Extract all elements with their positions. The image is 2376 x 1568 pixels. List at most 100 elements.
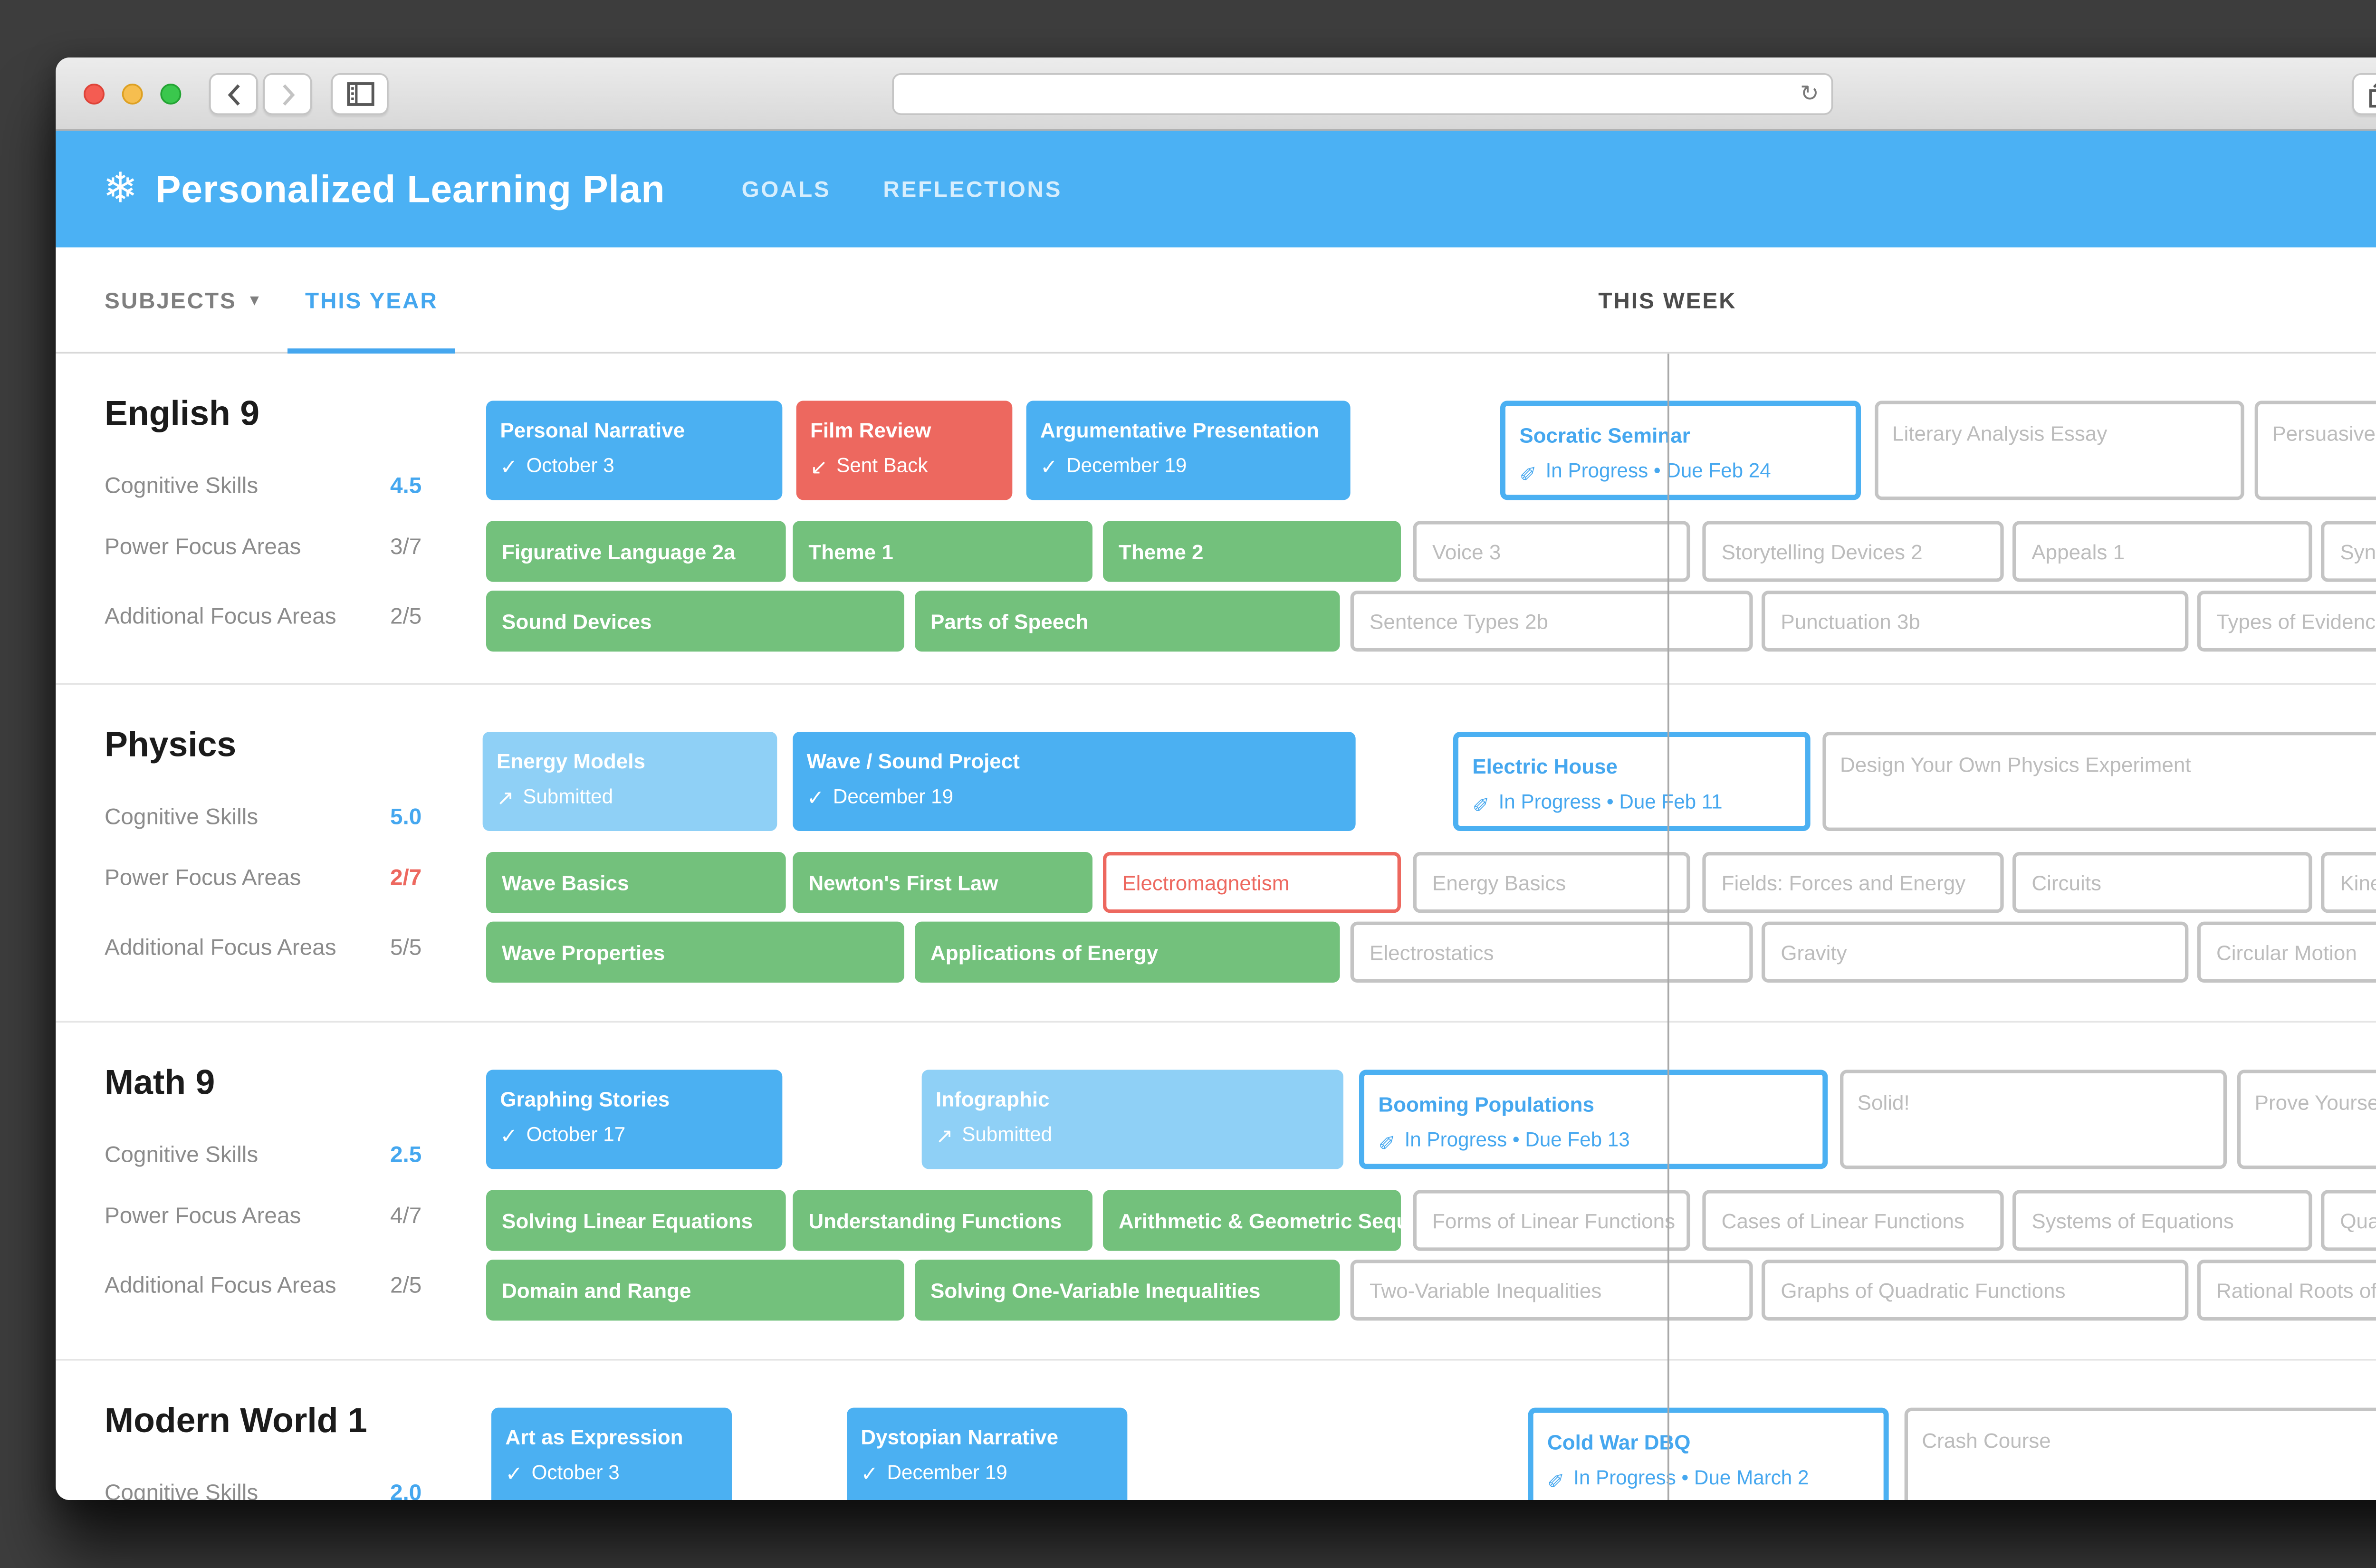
card-systems-of-equations[interactable]: Systems of Equations <box>2012 1190 2312 1251</box>
nav-reflections[interactable]: REFLECTIONS <box>883 176 1063 202</box>
app-header: ❄ Personalized Learning Plan GOALS REFLE… <box>56 131 2376 248</box>
card-status-text: December 19 <box>833 787 954 809</box>
card-figurative-language-2a[interactable]: Figurative Language 2a <box>486 521 786 582</box>
metric-label: Power Focus Areas <box>105 864 301 890</box>
card-parts-of-speech[interactable]: Parts of Speech <box>915 591 1340 652</box>
forward-button[interactable] <box>263 73 312 115</box>
card-gravity[interactable]: Gravity <box>1762 921 2189 983</box>
card-rational-roots-of-quadratics[interactable]: Rational Roots of Quadratics <box>2197 1260 2376 1321</box>
back-button[interactable] <box>209 73 258 115</box>
card-appeals-1[interactable]: Appeals 1 <box>2012 521 2312 582</box>
card-theme-2[interactable]: Theme 2 <box>1103 521 1401 582</box>
card-wave-basics[interactable]: Wave Basics <box>486 852 786 913</box>
card-solving-linear-equations[interactable]: Solving Linear Equations <box>486 1190 786 1251</box>
card-title: Personal Narrative <box>500 418 685 443</box>
card-design-your-own-physics-experiment[interactable]: Design Your Own Physics Experiment <box>1822 732 2376 831</box>
card-quadratic-expressions[interactable]: Quadratic Expressions <box>2321 1190 2376 1251</box>
metric-additional-focus-areas: Additional Focus Areas 5/5 <box>105 934 422 960</box>
card-electromagnetism[interactable]: Electromagnetism <box>1103 852 1401 913</box>
card-booming-populations[interactable]: Booming Populations ✎ In Progress • Due Fe… <box>1359 1070 1828 1169</box>
card-wave-sound-project[interactable]: Wave / Sound Project ✓ December 19 <box>793 732 1356 831</box>
card-sound-devices[interactable]: Sound Devices <box>486 591 904 652</box>
tab-this-year[interactable]: THIS YEAR <box>287 248 456 354</box>
card-solving-one-variable-inequalities[interactable]: Solving One-Variable Inequalities <box>915 1260 1340 1321</box>
card-theme-1[interactable]: Theme 1 <box>793 521 1092 582</box>
card-wave-properties[interactable]: Wave Properties <box>486 921 904 983</box>
card-literary-analysis-essay[interactable]: Literary Analysis Essay <box>1875 401 2244 500</box>
card-newton-s-first-law[interactable]: Newton's First Law <box>793 852 1092 913</box>
card-personal-narrative[interactable]: Personal Narrative ✓ October 3 <box>486 401 783 500</box>
sidebar-toggle-button[interactable] <box>331 73 389 115</box>
card-circular-motion[interactable]: Circular Motion <box>2197 921 2376 983</box>
card-forms-of-linear-functions[interactable]: Forms of Linear Functions <box>1413 1190 1690 1251</box>
check-icon: ✓ <box>500 1124 518 1148</box>
refresh-icon[interactable]: ↻ <box>1800 80 1819 106</box>
card-title: Argumentative Presentation <box>1040 418 1319 443</box>
subjects-dropdown[interactable]: SUBJECTS ▾ <box>105 248 260 352</box>
view-tabs: SUBJECTS ▾ THIS YEAR THIS WEEK <box>56 247 2376 354</box>
nav-goals[interactable]: GOALS <box>741 176 831 202</box>
metric-value: 5.0 <box>390 803 422 830</box>
card-title: Persuasive Speech <box>2272 421 2376 446</box>
card-voice-3[interactable]: Voice 3 <box>1413 521 1690 582</box>
card-cold-war-dbq[interactable]: Cold War DBQ ✎ In Progress • Due March 2 <box>1528 1407 1889 1500</box>
metric-label: Additional Focus Areas <box>105 934 336 960</box>
card-kinematics[interactable]: Kinematics <box>2321 852 2376 913</box>
card-fields-forces-and-energy[interactable]: Fields: Forces and Energy <box>1702 852 2004 913</box>
tab-this-week[interactable]: THIS WEEK <box>1598 287 1737 313</box>
address-bar[interactable]: ↻ <box>892 73 1833 115</box>
card-status: ↗ Submitted <box>483 774 777 808</box>
card-two-variable-inequalities[interactable]: Two-Variable Inequalities <box>1350 1260 1753 1321</box>
card-title: Energy Models <box>497 749 645 774</box>
card-electrostatics[interactable]: Electrostatics <box>1350 921 1753 983</box>
card-title: Cold War DBQ <box>1547 1430 1691 1455</box>
card-storytelling-devices-2[interactable]: Storytelling Devices 2 <box>1702 521 2004 582</box>
window-close-button[interactable] <box>84 84 105 105</box>
card-sentence-types-2b[interactable]: Sentence Types 2b <box>1350 591 1753 652</box>
card-energy-models[interactable]: Energy Models ↗ Submitted <box>482 732 777 831</box>
card-persuasive-speech[interactable]: Persuasive Speech <box>2254 401 2376 500</box>
card-art-as-expression[interactable]: Art as Expression ✓ October 3 <box>491 1407 732 1500</box>
card-types-of-evidence[interactable]: Types of Evidence <box>2197 591 2376 652</box>
card-status: ✎ In Progress • Due Feb 24 <box>1505 448 1856 484</box>
card-cases-of-linear-functions[interactable]: Cases of Linear Functions <box>1702 1190 2004 1251</box>
card-prove-yourself[interactable]: Prove Yourself <box>2237 1070 2376 1169</box>
check-icon: ✓ <box>1040 455 1058 479</box>
card-socratic-seminar[interactable]: Socratic Seminar ✎ In Progress • Due Feb 2… <box>1500 401 1861 500</box>
window-minimize-button[interactable] <box>122 84 143 105</box>
card-status-text: In Progress • Due March 2 <box>1573 1469 1809 1490</box>
card-electric-house[interactable]: Electric House ✎ In Progress • Due Feb 11 <box>1453 732 1811 831</box>
metric-power-focus-areas: Power Focus Areas 4/7 <box>105 1202 422 1228</box>
metric-label: Cognitive Skills <box>105 1141 259 1167</box>
card-applications-of-energy[interactable]: Applications of Energy <box>915 921 1340 983</box>
sent-back-icon: ↙ <box>810 455 828 479</box>
card-punctuation-3b[interactable]: Punctuation 3b <box>1762 591 2189 652</box>
card-title: Socratic Seminar <box>1519 423 1690 448</box>
card-solid[interactable]: Solid! <box>1840 1070 2227 1169</box>
card-film-review[interactable]: Film Review ↙ Sent Back <box>796 401 1013 500</box>
caret-down-icon: ▾ <box>250 290 260 308</box>
card-crash-course[interactable]: Crash Course <box>1904 1407 2376 1500</box>
card-circuits[interactable]: Circuits <box>2012 852 2312 913</box>
card-energy-basics[interactable]: Energy Basics <box>1413 852 1690 913</box>
card-arithmetic-geometric-sequences[interactable]: Arithmetic & Geometric Sequences <box>1103 1190 1401 1251</box>
check-icon: ✓ <box>500 455 518 479</box>
card-syntactical-terms-1[interactable]: Syntactical Terms 1 <box>2321 521 2376 582</box>
card-status: ✎ In Progress • Due Feb 13 <box>1364 1117 1822 1153</box>
card-argumentative-presentation[interactable]: Argumentative Presentation ✓ December 19 <box>1026 401 1351 500</box>
card-dystopian-narrative[interactable]: Dystopian Narrative ✓ December 19 <box>847 1407 1128 1500</box>
card-status: ↙ Sent Back <box>796 442 1013 479</box>
card-title: Crash Course <box>1922 1428 2051 1453</box>
card-understanding-functions[interactable]: Understanding Functions <box>793 1190 1092 1251</box>
window-zoom-button[interactable] <box>160 84 182 105</box>
card-infographic[interactable]: Infographic ↗ Submitted <box>921 1070 1343 1169</box>
metric-label: Additional Focus Areas <box>105 602 336 629</box>
metric-value: 2/5 <box>390 1272 422 1298</box>
card-title: Infographic <box>936 1087 1050 1112</box>
card-graphing-stories[interactable]: Graphing Stories ✓ October 17 <box>486 1070 783 1169</box>
share-button[interactable] <box>2352 73 2376 115</box>
card-title: Solid! <box>1857 1090 1910 1115</box>
card-title: Graphing Stories <box>500 1087 670 1112</box>
card-domain-and-range[interactable]: Domain and Range <box>486 1260 904 1321</box>
card-graphs-of-quadratic-functions[interactable]: Graphs of Quadratic Functions <box>1762 1260 2189 1321</box>
